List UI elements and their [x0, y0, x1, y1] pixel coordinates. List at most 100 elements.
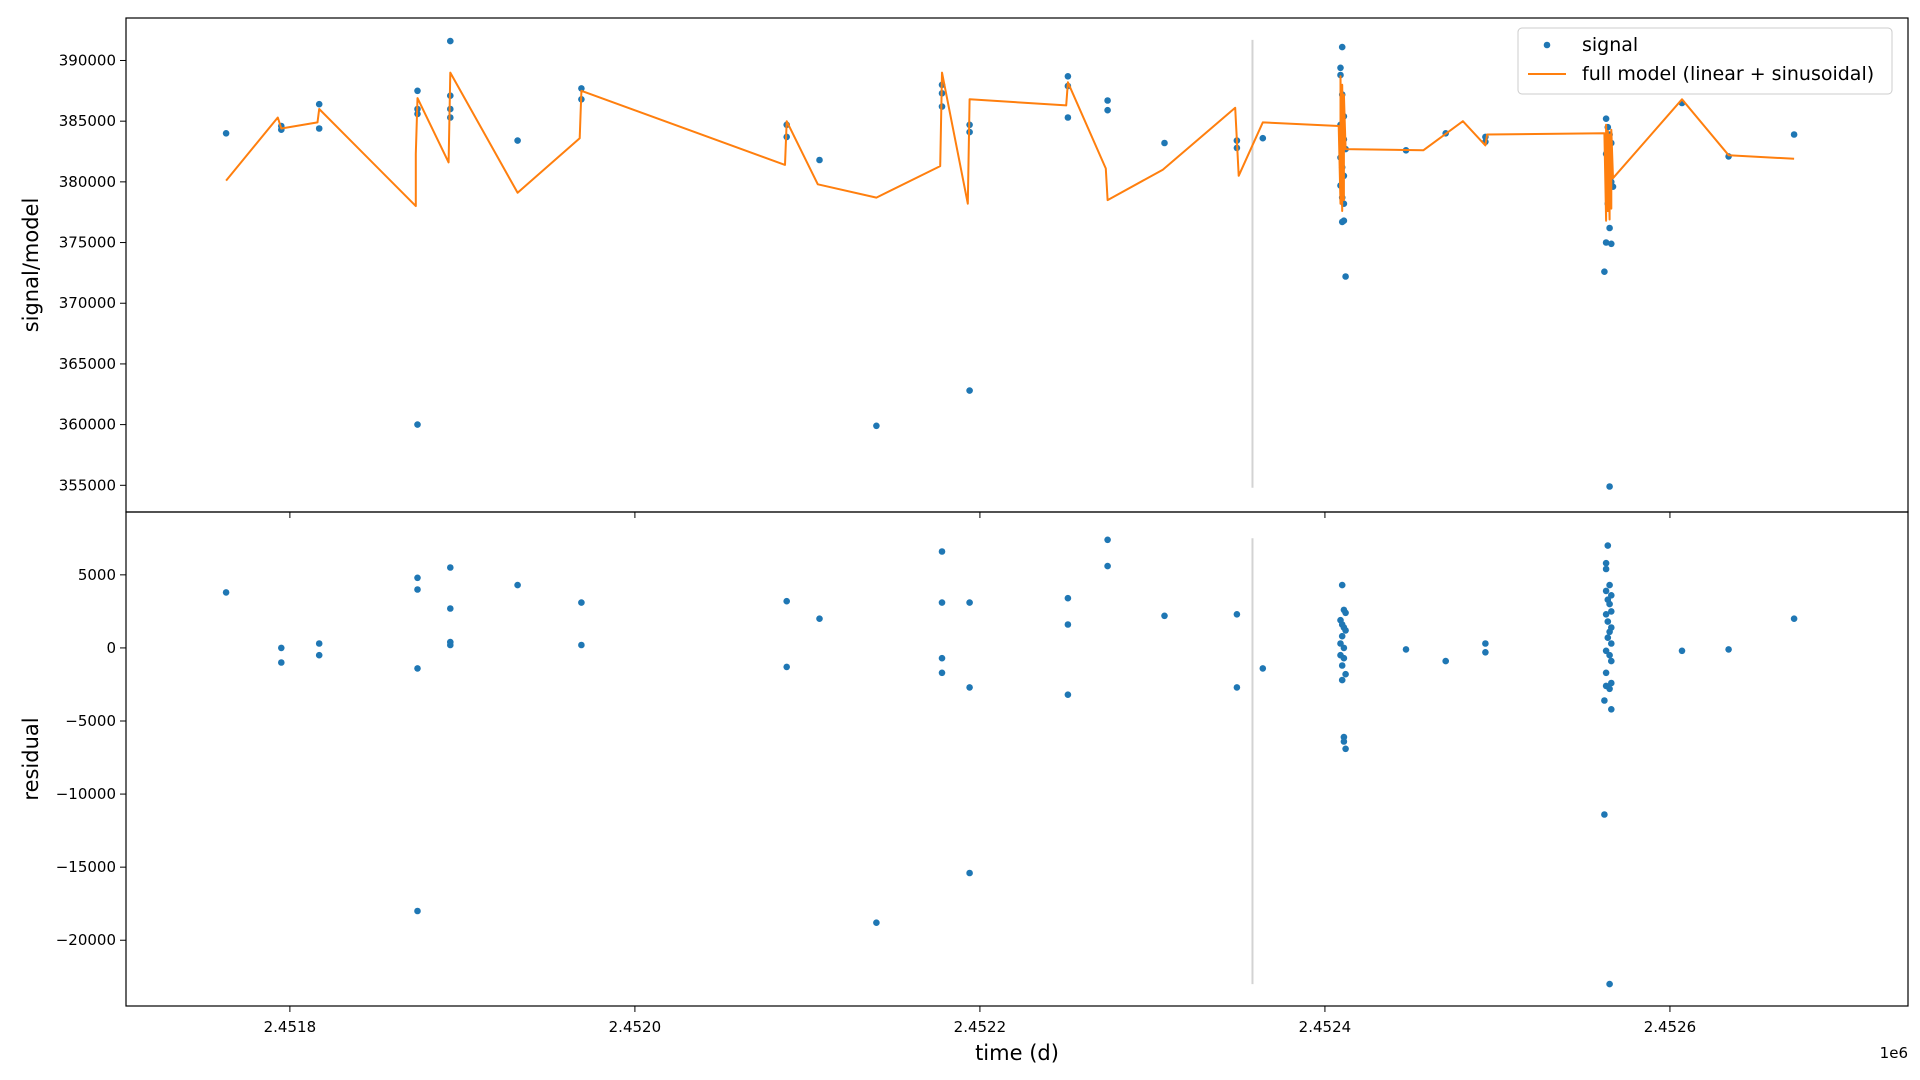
legend: signal full model (linear + sinusoidal)	[1517, 27, 1893, 95]
data-point	[1337, 71, 1344, 79]
scatter-series	[222, 37, 1798, 490]
data-point	[1602, 239, 1610, 246]
y-tick-label: −20000	[56, 931, 116, 949]
model-line	[225, 71, 1795, 222]
data-point	[222, 589, 230, 596]
bottom-panel: −20000 −15000 −10000 −5000 0 5000 2.4518 2.4520…	[56, 511, 1909, 1036]
data-point	[414, 421, 421, 428]
data-point	[1104, 562, 1111, 570]
data-point	[278, 644, 285, 652]
data-point	[1342, 745, 1349, 753]
data-point	[1606, 224, 1613, 232]
data-point	[1338, 581, 1346, 589]
x-tick-label: 2.4520	[609, 1018, 662, 1036]
data-point	[1442, 657, 1449, 665]
data-point	[938, 654, 946, 662]
y-tick-label: 375000	[59, 234, 116, 252]
data-point	[1342, 670, 1349, 678]
data-point	[1601, 811, 1608, 818]
y-tick-label: 0	[106, 639, 116, 657]
data-point	[1608, 592, 1615, 599]
data-point	[1608, 240, 1615, 248]
legend-marker-swatch	[1543, 41, 1551, 49]
data-point	[1342, 273, 1349, 280]
data-point	[1337, 64, 1344, 72]
data-point	[1602, 559, 1610, 567]
data-point	[447, 564, 454, 571]
data-point	[1064, 691, 1072, 698]
data-point	[873, 919, 880, 926]
data-point	[1342, 627, 1349, 634]
data-point	[966, 387, 973, 394]
data-point	[873, 422, 880, 430]
scatter-series	[222, 536, 1798, 988]
data-point	[1678, 647, 1686, 655]
y-tick-label: 380000	[59, 173, 116, 191]
data-point	[816, 156, 823, 164]
data-point	[315, 100, 323, 108]
data-point	[1259, 665, 1267, 672]
bottom-y-axis-label: residual	[19, 717, 43, 800]
data-point	[1338, 676, 1346, 684]
data-point	[1104, 106, 1111, 114]
data-point	[1606, 600, 1613, 608]
x-tick-label: 2.4522	[954, 1018, 1007, 1036]
y-tick-label: −10000	[56, 785, 116, 803]
data-point	[1064, 73, 1072, 80]
data-point	[1606, 628, 1613, 636]
data-point	[966, 684, 973, 691]
data-point	[1608, 608, 1615, 615]
y-tick-label: −15000	[56, 858, 116, 876]
data-point	[414, 87, 421, 95]
data-point	[966, 869, 973, 877]
y-tick-label: 355000	[59, 476, 116, 494]
data-point	[1233, 684, 1241, 691]
x-tick-label: 2.4524	[1299, 1018, 1352, 1036]
data-point	[1602, 611, 1610, 618]
y-tick-label: 385000	[59, 112, 116, 130]
y-tick-label: 390000	[59, 51, 116, 69]
data-point	[1602, 669, 1610, 677]
data-point	[1601, 268, 1608, 276]
data-point	[1725, 646, 1732, 653]
y-tick-label: 360000	[59, 416, 116, 434]
y-tick-label: 5000	[78, 566, 116, 584]
data-point	[1606, 980, 1613, 988]
legend-label: signal	[1582, 34, 1638, 56]
data-point	[1064, 621, 1072, 628]
data-point	[938, 669, 946, 677]
data-point	[278, 659, 285, 666]
data-point	[1604, 618, 1612, 625]
data-point	[1608, 679, 1615, 687]
data-point	[783, 663, 790, 671]
data-point	[1340, 217, 1348, 224]
data-point	[1606, 581, 1613, 589]
data-point	[447, 605, 454, 612]
data-point	[1340, 654, 1348, 662]
data-point	[414, 665, 421, 672]
plot-frame	[125, 511, 1909, 1007]
data-point	[966, 599, 973, 606]
data-point	[1342, 609, 1349, 617]
legend-box	[1517, 27, 1893, 95]
data-point	[1482, 649, 1489, 656]
data-point	[414, 586, 421, 593]
data-point	[1790, 131, 1798, 138]
data-point	[1340, 644, 1348, 652]
data-point	[578, 85, 585, 92]
data-point	[1606, 483, 1613, 490]
data-point	[783, 597, 790, 605]
data-point	[414, 907, 421, 915]
data-point	[1602, 647, 1610, 655]
data-point	[447, 641, 454, 649]
data-point	[514, 137, 521, 144]
data-point	[1602, 587, 1610, 595]
data-point	[1604, 634, 1612, 641]
data-point	[1482, 640, 1489, 647]
legend-label: full model (linear + sinusoidal)	[1582, 63, 1874, 85]
data-point	[938, 548, 946, 555]
data-point	[1104, 536, 1111, 544]
data-point	[1602, 115, 1610, 122]
data-point	[1601, 697, 1608, 704]
